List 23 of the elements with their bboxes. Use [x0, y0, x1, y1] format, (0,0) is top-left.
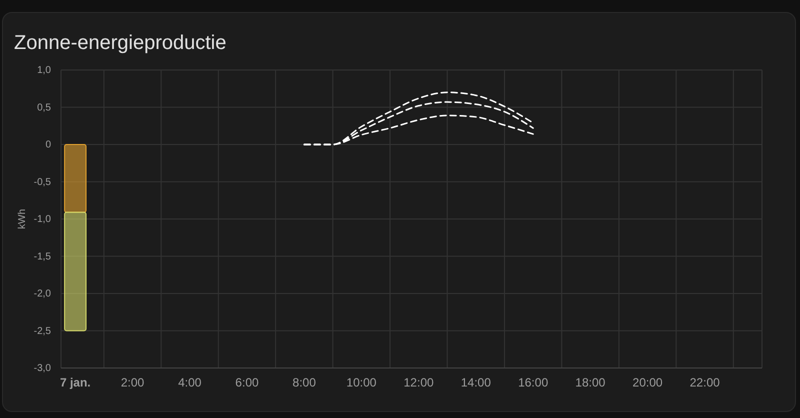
x-tick-label: 18:00	[575, 376, 606, 390]
x-tick-label: 2:00	[120, 376, 145, 390]
y-tick-label: 0	[45, 140, 52, 151]
x-tick-label: 20:00	[632, 376, 663, 390]
x-tick-label: 7 jan.	[60, 376, 91, 390]
x-tick-label: 10:00	[346, 376, 377, 390]
x-tick-label: 16:00	[518, 376, 548, 390]
y-tick-label: -0,5	[34, 176, 52, 188]
x-tick-label: 14:00	[460, 376, 492, 390]
x-tick-label: 4:00	[178, 376, 202, 390]
x-tick-label: 6:00	[235, 376, 259, 390]
y-tick-label: 0,5	[37, 102, 52, 114]
chart-title: Zonne-energieproductie	[14, 32, 226, 54]
y-tick-label: -1,5	[34, 251, 52, 262]
x-tick-label: 22:00	[690, 376, 720, 390]
y-axis-title: kWh	[17, 209, 28, 229]
x-tick-label: 8:00	[292, 376, 316, 390]
y-tick-label: -3,0	[34, 363, 52, 374]
y-tick-label: -1,0	[34, 214, 52, 226]
y-tick-label: -2,0	[34, 288, 52, 300]
y-tick-label: -2,5	[34, 326, 52, 337]
y-tick-label: 1,0	[37, 65, 52, 76]
x-tick-label: 12:00	[404, 376, 434, 390]
